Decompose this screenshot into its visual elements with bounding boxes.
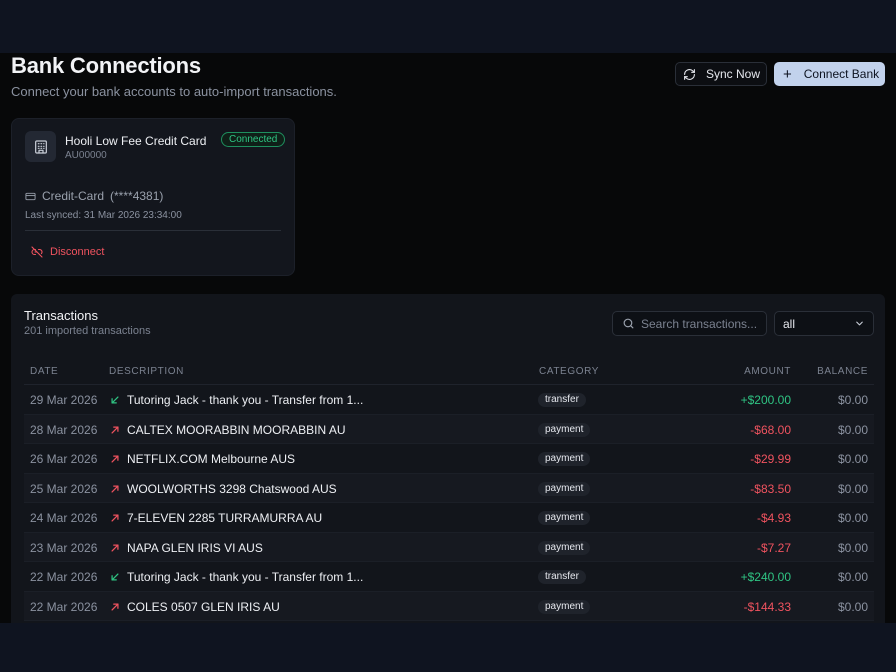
- table-row[interactable]: 25 Mar 2026 WOOLWORTHS 3298 Chatswood AUS…: [24, 473, 874, 503]
- row-description: 7-ELEVEN 2285 TURRAMURRA AU: [127, 511, 323, 525]
- table-header: DATE DESCRIPTION CATEGORY AMOUNT BALANCE: [24, 352, 874, 385]
- account-type: Credit-Card: [42, 189, 105, 203]
- row-amount: +$200.00: [740, 393, 791, 407]
- connect-bank-button[interactable]: + Connect Bank: [774, 62, 885, 86]
- row-date: 24 Mar 2026: [30, 511, 98, 525]
- search-icon: [623, 318, 634, 329]
- disconnect-label: Disconnect: [50, 246, 105, 258]
- bank-building-icon: [25, 131, 56, 162]
- card-divider: [25, 230, 281, 231]
- credit-card-icon: [25, 192, 36, 200]
- bank-connections-page: Bank Connections Connect your bank accou…: [0, 53, 896, 623]
- row-description: COLES 0507 GLEN IRIS AU: [127, 599, 280, 614]
- column-amount[interactable]: AMOUNT: [744, 366, 791, 377]
- table-row[interactable]: 28 Mar 2026 CALTEX MOORABBIN MOORABBIN AU…: [24, 414, 874, 444]
- row-amount: -$29.99: [750, 452, 791, 466]
- filter-select[interactable]: all: [774, 311, 874, 336]
- chevron-down-icon: [856, 321, 863, 326]
- row-date: 22 Mar 2026: [30, 570, 98, 584]
- row-date: 25 Mar 2026: [30, 481, 98, 496]
- unlink-icon: [31, 246, 43, 258]
- column-date[interactable]: DATE: [30, 366, 59, 377]
- arrow-up-right-icon: [110, 601, 120, 615]
- row-balance: $0.00: [837, 599, 868, 614]
- row-amount: -$83.50: [750, 481, 791, 496]
- arrow-up-right-icon: [110, 453, 120, 467]
- connect-bank-label: Connect Bank: [803, 67, 880, 81]
- category-badge: payment: [538, 511, 591, 525]
- category-badge: payment: [538, 599, 591, 614]
- filter-value: all: [783, 316, 796, 331]
- row-description: NAPA GLEN IRIS VI AUS: [127, 540, 263, 555]
- row-balance: $0.00: [837, 481, 868, 496]
- last-synced: Last synced: 31 Mar 2026 23:34:00: [25, 210, 182, 221]
- column-balance[interactable]: BALANCE: [817, 366, 868, 377]
- row-date: 22 Mar 2026: [30, 599, 98, 614]
- arrow-up-right-icon: [110, 424, 120, 438]
- bank-connection-card: Hooli Low Fee Credit Card AU00000 Connec…: [11, 118, 295, 276]
- category-badge: transfer: [538, 570, 586, 584]
- table-row[interactable]: 22 Mar 2026 Tutoring Jack - thank you - T…: [24, 562, 874, 592]
- table-body: 29 Mar 2026 Tutoring Jack - thank you - T…: [24, 385, 874, 621]
- row-description: Tutoring Jack - thank you - Transfer fro…: [127, 570, 364, 584]
- transactions-table: DATE DESCRIPTION CATEGORY AMOUNT BALANCE…: [24, 352, 874, 621]
- table-row[interactable]: 23 Mar 2026 NAPA GLEN IRIS VI AUS payment -…: [24, 532, 874, 562]
- row-balance: $0.00: [837, 570, 868, 584]
- row-description: Tutoring Jack - thank you - Transfer fro…: [127, 393, 364, 407]
- sync-now-label: Sync Now: [706, 67, 761, 81]
- row-description: WOOLWORTHS 3298 Chatswood AUS: [127, 481, 337, 496]
- row-date: 23 Mar 2026: [30, 540, 98, 555]
- table-row[interactable]: 24 Mar 2026 7-ELEVEN 2285 TURRAMURRA AU pa…: [24, 503, 874, 533]
- status-badge: Connected: [221, 132, 286, 147]
- table-row[interactable]: 29 Mar 2026 Tutoring Jack - thank you - T…: [24, 385, 874, 415]
- column-category[interactable]: CATEGORY: [539, 366, 599, 377]
- page-subtitle: Connect your bank accounts to auto-impor…: [11, 84, 337, 99]
- row-amount: -$7.27: [756, 540, 791, 555]
- row-balance: $0.00: [837, 540, 868, 555]
- bank-name: Hooli Low Fee Credit Card: [65, 134, 207, 148]
- row-balance: $0.00: [837, 422, 868, 437]
- row-balance: $0.00: [837, 452, 868, 466]
- refresh-icon: [684, 68, 695, 80]
- search-input[interactable]: [641, 316, 761, 331]
- row-date: 29 Mar 2026: [30, 393, 98, 407]
- row-amount: +$240.00: [740, 570, 791, 584]
- bank-id: AU00000: [65, 150, 107, 161]
- arrow-up-right-icon: [110, 542, 120, 556]
- sync-now-button[interactable]: Sync Now: [675, 62, 767, 86]
- category-badge: transfer: [538, 393, 586, 407]
- search-box[interactable]: [612, 311, 767, 336]
- arrow-up-right-icon: [110, 483, 120, 497]
- transactions-title: Transactions: [24, 308, 98, 323]
- category-badge: payment: [538, 452, 591, 466]
- table-row[interactable]: 22 Mar 2026 COLES 0507 GLEN IRIS AU paymen…: [24, 591, 874, 621]
- row-amount: -$4.93: [756, 511, 791, 525]
- transactions-panel: Transactions 201 imported transactions a…: [11, 294, 885, 623]
- row-balance: $0.00: [837, 393, 868, 407]
- arrow-up-right-icon: [110, 512, 120, 526]
- transactions-count: 201 imported transactions: [24, 325, 151, 337]
- row-date: 28 Mar 2026: [30, 422, 98, 437]
- arrow-down-left-icon: [110, 571, 120, 585]
- column-description[interactable]: DESCRIPTION: [109, 366, 184, 377]
- category-badge: payment: [538, 540, 591, 555]
- row-amount: -$144.33: [743, 599, 791, 614]
- row-description: NETFLIX.COM Melbourne AUS: [127, 452, 296, 466]
- category-badge: payment: [538, 481, 591, 496]
- row-description: CALTEX MOORABBIN MOORABBIN AU: [127, 422, 346, 437]
- arrow-down-left-icon: [110, 394, 120, 408]
- table-row[interactable]: 26 Mar 2026 NETFLIX.COM Melbourne AUS paym…: [24, 444, 874, 474]
- category-badge: payment: [538, 422, 591, 437]
- row-balance: $0.00: [837, 511, 868, 525]
- page-title: Bank Connections: [11, 53, 201, 78]
- account-info: Credit-Card (****4381): [25, 189, 163, 203]
- row-amount: -$68.00: [750, 422, 791, 437]
- account-mask: (****4381): [110, 189, 164, 203]
- plus-icon: +: [783, 65, 792, 83]
- row-date: 26 Mar 2026: [30, 452, 98, 466]
- disconnect-button[interactable]: Disconnect: [31, 246, 104, 258]
